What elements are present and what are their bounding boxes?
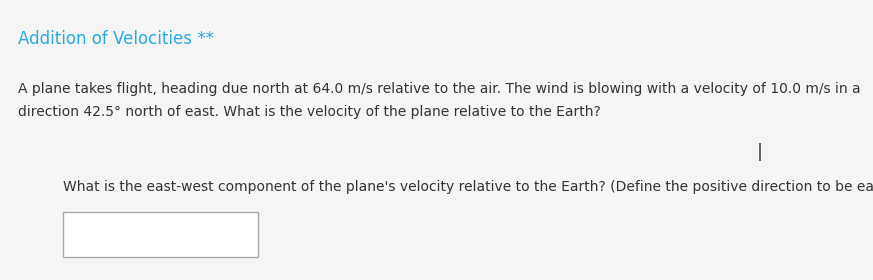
Text: |: |: [757, 143, 763, 161]
FancyBboxPatch shape: [63, 212, 258, 257]
Text: What is the east-west component of the plane's velocity relative to the Earth? (: What is the east-west component of the p…: [63, 180, 873, 194]
Text: Addition of Velocities **: Addition of Velocities **: [18, 30, 214, 48]
Text: A plane takes flight, heading due north at 64.0 m/s relative to the air. The win: A plane takes flight, heading due north …: [18, 82, 861, 119]
